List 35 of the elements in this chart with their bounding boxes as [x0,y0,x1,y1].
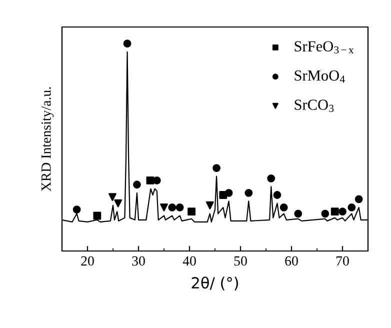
point [114,199,122,208]
y-axis-title: XRD Intensity/a.u. [41,87,54,192]
point [146,176,154,184]
point [206,201,214,210]
x-axis-title: 2θ/ (°) [192,276,238,290]
point [108,193,116,202]
point [224,188,233,197]
x-tick-label: 70 [336,256,349,266]
point [348,203,356,212]
x-tick-label: 40 [182,256,196,266]
point [72,206,81,214]
point [273,191,282,199]
point [321,210,330,218]
point [123,40,132,48]
point [176,203,184,212]
point [338,208,346,216]
x-tick-label: 30 [132,256,145,266]
point [93,212,102,220]
point [294,210,302,218]
legend-label: SrMoO$_{4}$ [294,70,345,83]
x-tick-label: 20 [81,256,94,266]
legend-label: SrCO$_{3}$ [294,100,334,112]
point [354,195,363,204]
point [160,203,168,212]
point [168,203,176,212]
point [133,180,141,189]
point [280,203,288,212]
point [244,188,253,197]
point [212,164,220,172]
point [267,174,276,182]
point [330,208,339,216]
x-tick-label: 50 [234,256,247,266]
legend-label: SrFeO$_{3−x}$ [294,41,354,54]
point [188,208,196,216]
x-tick-label: 60 [285,256,298,266]
